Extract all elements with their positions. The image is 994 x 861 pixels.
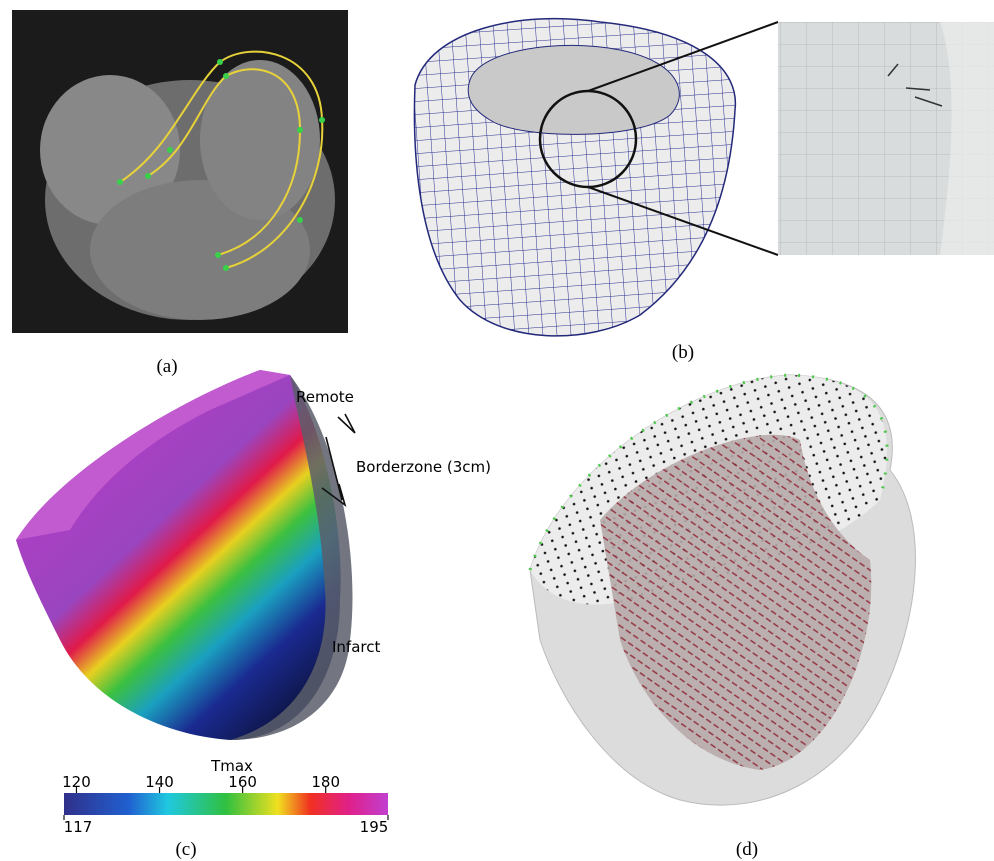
annotation: Borderzone (3cm) bbox=[356, 458, 491, 476]
panel-label: (b) bbox=[672, 342, 694, 363]
mesh-model bbox=[413, 17, 994, 337]
colorbar-tick-label: 120 bbox=[62, 773, 91, 791]
colorbar-tick-label: 180 bbox=[311, 773, 340, 791]
colorbar-tick-label: 140 bbox=[145, 773, 174, 791]
vector-model bbox=[528, 373, 916, 806]
colorbar-end-label: 117 bbox=[64, 818, 93, 836]
colorbar bbox=[64, 793, 388, 815]
heat-model bbox=[16, 370, 356, 740]
ct-image bbox=[12, 10, 348, 333]
colorbar-title: Tmax bbox=[210, 757, 253, 775]
panel-label: (d) bbox=[736, 839, 758, 860]
annotation: Infarct bbox=[332, 638, 380, 656]
colorbar-tick-label: 160 bbox=[228, 773, 257, 791]
panel-label: (a) bbox=[156, 356, 177, 377]
colorbar-end-label: 195 bbox=[360, 818, 389, 836]
panel-label: (c) bbox=[175, 839, 196, 860]
annotation: Remote bbox=[296, 388, 354, 406]
